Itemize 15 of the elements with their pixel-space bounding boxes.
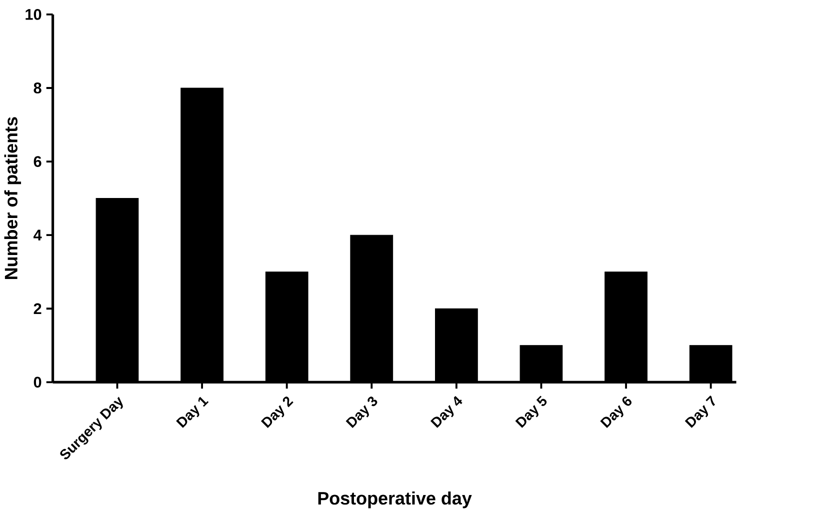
- y-tick-label: 6: [34, 156, 42, 168]
- x-tick-label: Day 6: [600, 396, 632, 428]
- x-tick-label: Day 1: [176, 397, 209, 428]
- x-tick-label: Day 4: [430, 396, 462, 428]
- y-tick-label: 10: [26, 9, 42, 20]
- x-tick-label: Day 7: [684, 396, 715, 428]
- x-tick-label: Day 5: [515, 396, 547, 428]
- y-tick-label: 2: [34, 303, 42, 314]
- y-tick-label: 8: [34, 82, 42, 94]
- x-tick-label: Day 2: [260, 396, 294, 428]
- y-tick-label: 4: [34, 230, 42, 241]
- y-axis-title: Number of patients: [4, 117, 22, 280]
- x-axis-title: Postoperative day: [318, 492, 472, 508]
- y-tick-label: 0: [34, 376, 42, 388]
- x-tick-label: Day 3: [346, 396, 378, 428]
